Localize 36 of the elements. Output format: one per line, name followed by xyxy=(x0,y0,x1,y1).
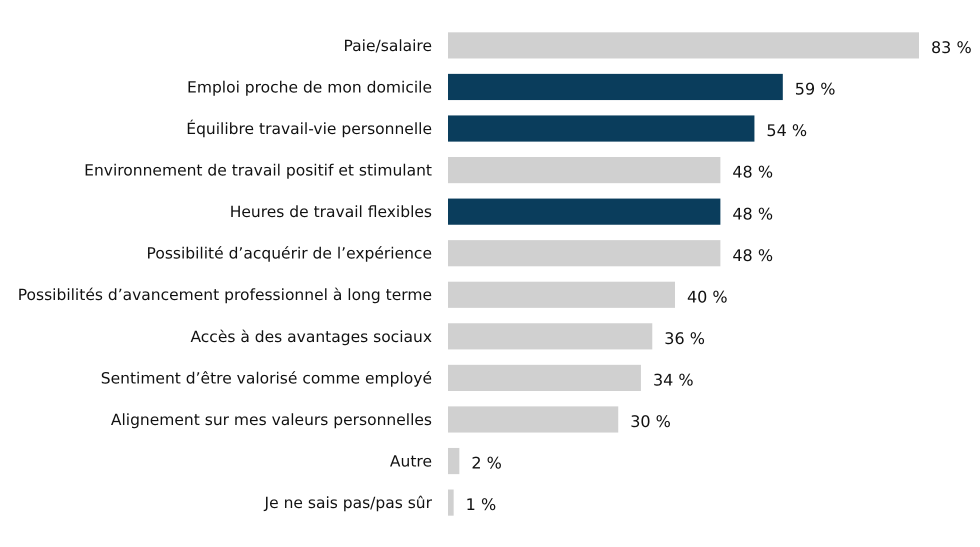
data-label: 54 % xyxy=(766,121,808,140)
data-label: 48 % xyxy=(732,162,774,182)
y-tick-label: Alignement sur mes valeurs personnelles xyxy=(110,410,432,429)
data-label: 2 % xyxy=(471,454,502,473)
bar xyxy=(448,157,720,184)
data-label: 1 % xyxy=(466,495,496,514)
bar xyxy=(448,282,675,308)
bar xyxy=(448,448,460,474)
bar xyxy=(448,364,641,391)
bar xyxy=(448,406,618,433)
data-label: 83 % xyxy=(931,38,972,58)
y-tick-label: Paie/salaire xyxy=(344,36,432,55)
y-tick-label: Sentiment d’être valorisé comme employé xyxy=(100,369,432,388)
bar xyxy=(448,240,720,266)
data-label: 36 % xyxy=(664,328,705,348)
y-tick-label: Équilibre travail-vie personnelle xyxy=(186,118,432,138)
y-tick-label: Heures de travail flexibles xyxy=(230,203,432,222)
bar xyxy=(448,490,454,516)
data-label: 48 % xyxy=(732,204,774,224)
bar xyxy=(448,32,919,58)
bar xyxy=(448,198,720,225)
bar xyxy=(448,323,652,350)
bar xyxy=(448,115,754,142)
y-tick-label: Possibilités d’avancement professionnel à long terme xyxy=(18,286,432,304)
y-tick-label: Emploi proche de mon domicile xyxy=(187,78,432,96)
data-label: 48 % xyxy=(732,246,774,265)
data-label: 59 % xyxy=(794,80,836,99)
data-label: 34 % xyxy=(652,370,694,390)
y-tick-label: Autre xyxy=(390,452,432,470)
y-tick-label: Environnement de travail positif et stimulant xyxy=(84,162,432,180)
y-tick-label: Accès à des avantages sociaux xyxy=(190,328,432,346)
data-label: 30 % xyxy=(630,412,671,432)
y-tick-label: Possibilité d’acquérir de l’expérience xyxy=(146,244,432,263)
bar xyxy=(448,74,783,100)
data-label: 40 % xyxy=(686,287,728,306)
y-tick-label: Je ne sais pas/pas sûr xyxy=(264,494,433,512)
